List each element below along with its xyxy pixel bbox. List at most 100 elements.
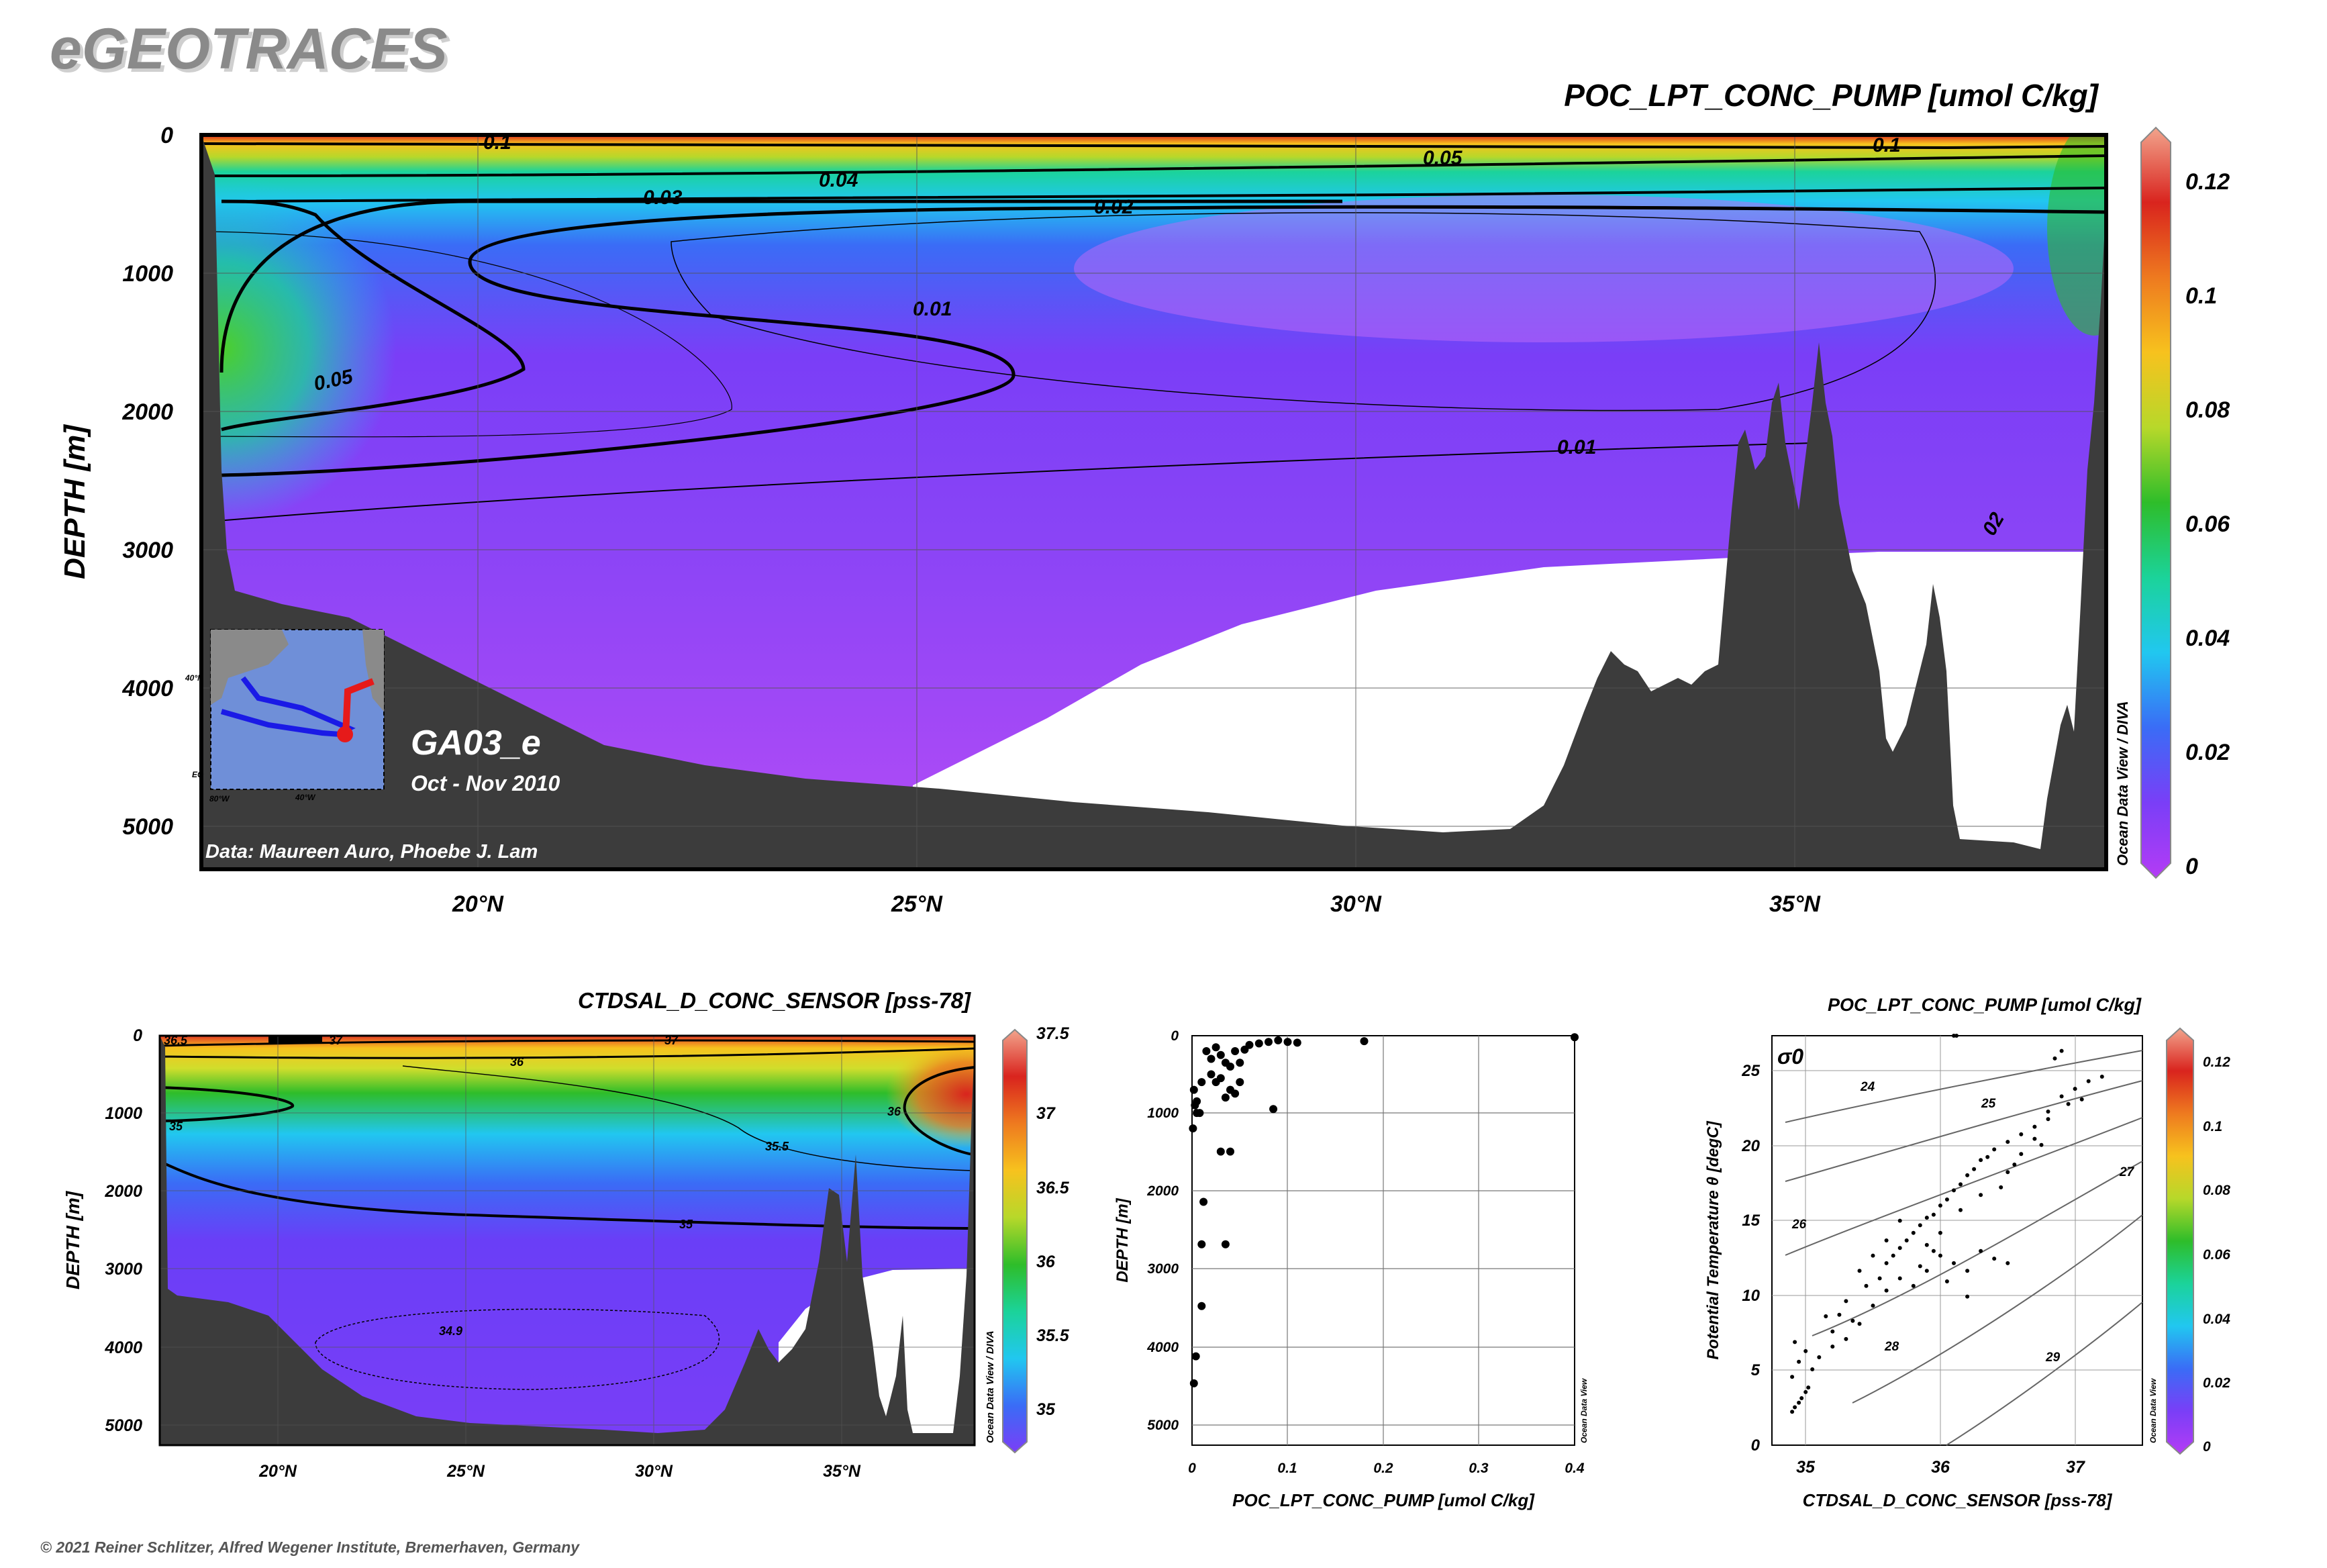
density-contour-label: 28: [1884, 1340, 1899, 1354]
x-tick-label: 35: [1796, 1458, 1816, 1477]
ts-colorbar: [2166, 1027, 2194, 1455]
profile-scatter-plot: 0 0.1 0.2 0.3 0.4 0 1000 2000 3000 4000 …: [1113, 1028, 1589, 1510]
data-point: [1965, 1269, 1970, 1273]
data-point: [2019, 1132, 2024, 1136]
data-point: [1965, 1294, 1970, 1299]
data-point: [1884, 1288, 1889, 1293]
x-tick-label: 20°N: [452, 891, 504, 917]
data-point: [1793, 1405, 1797, 1410]
data-point: [1211, 1043, 1220, 1052]
ts-side-label: Ocean Data View: [2148, 1378, 2158, 1443]
y-tick-label: 2000: [1146, 1183, 1179, 1199]
profile-y-axis-label: DEPTH [m]: [1113, 1197, 1132, 1282]
data-point: [1806, 1385, 1811, 1390]
ts-grid: [1772, 1036, 2142, 1445]
data-point: [1274, 1036, 1283, 1044]
inset-map-land: [211, 630, 289, 705]
data-point: [1871, 1304, 1875, 1308]
y-tick-label: 4000: [121, 676, 173, 701]
profile-grid: [1192, 1036, 1575, 1445]
data-point: [1837, 1312, 1842, 1317]
data-point: [1931, 1212, 1936, 1217]
colorbar-tick-label: 0.08: [2185, 397, 2230, 423]
data-point: [1231, 1047, 1240, 1055]
data-point: [1226, 1063, 1234, 1071]
data-point: [1236, 1059, 1244, 1067]
data-point: [1918, 1264, 1922, 1269]
data-point: [1938, 1253, 1942, 1258]
contour-label: 0.1: [1873, 134, 1901, 156]
density-contour-label: 27: [2119, 1165, 2135, 1179]
data-point: [1979, 1158, 1983, 1163]
y-tick-label: 0: [1171, 1028, 1179, 1044]
data-point: [1857, 1269, 1862, 1273]
data-point: [2066, 1101, 2071, 1106]
x-tick-label: 35°N: [823, 1462, 861, 1481]
ts-plot-frame: [1771, 1035, 2143, 1446]
data-point: [1985, 1155, 1990, 1159]
data-point: [2012, 1163, 2017, 1167]
main-y-ticks: 0 1000 2000 3000 4000 5000: [121, 123, 173, 840]
colorbar-tick-label: 0.06: [2203, 1247, 2230, 1263]
salinity-contour-labels: 36.5 37 37 36 35 35.5 36 35 34.9: [164, 1034, 901, 1338]
colorbar-tick-label: 36: [1036, 1253, 1056, 1271]
y-tick-label: 20: [1741, 1137, 1760, 1155]
data-point: [1897, 1276, 1902, 1281]
colorbar-tick-label: 0.04: [2203, 1312, 2230, 1327]
contour-label: 37: [329, 1034, 343, 1047]
salinity-colorbar: [1002, 1028, 1028, 1454]
x-tick-label: 35°N: [1769, 891, 1821, 917]
inset-map-label: 80°W: [209, 794, 230, 803]
data-point: [2032, 1124, 2037, 1129]
data-point: [1197, 1302, 1206, 1310]
data-point: [1931, 1248, 1936, 1253]
data-point: [2073, 1087, 2077, 1091]
data-point: [1226, 1147, 1234, 1156]
data-point: [1959, 1182, 1963, 1187]
data-point: [1216, 1074, 1225, 1083]
main-grid: [201, 135, 2106, 869]
salinity-plot-frame: [158, 1034, 976, 1447]
main-y-axis-label: DEPTH [m]: [58, 424, 91, 579]
density-contour-label: 26: [1791, 1218, 1807, 1232]
egeotraces-logo-shadow: eGEOTRACES: [53, 20, 451, 85]
x-tick-label: 0.1: [1277, 1461, 1297, 1476]
colorbar-tick-label: 36.5: [1036, 1179, 1070, 1197]
y-tick-label: 5000: [105, 1416, 142, 1435]
data-point: [2059, 1048, 2064, 1053]
y-tick-label: 5000: [1147, 1418, 1179, 1433]
y-tick-label: 1000: [105, 1104, 142, 1123]
data-point: [1199, 1197, 1208, 1206]
data-credit-label: Data: Maureen Auro, Phoebe J. Lam: [205, 841, 538, 863]
salinity-x-ticks: 20°N 25°N 30°N 35°N: [258, 1462, 861, 1481]
y-tick-label: 4000: [1146, 1340, 1179, 1355]
contour-label: 0.01: [913, 298, 952, 320]
data-point: [1918, 1223, 1922, 1228]
copyright-notice: © 2021 Reiner Schlitzer, Alfred Wegener …: [40, 1538, 580, 1556]
data-point: [2006, 1261, 2010, 1265]
data-point: [1197, 1240, 1206, 1248]
contour-label: 35.5: [765, 1140, 789, 1153]
data-point: [2046, 1117, 2050, 1122]
data-point: [1221, 1093, 1230, 1102]
salinity-contours: [160, 1036, 975, 1390]
data-point: [1824, 1314, 1828, 1318]
main-side-label: Ocean Data View / DIVA: [2114, 701, 2131, 866]
data-point: [2006, 1170, 2010, 1175]
colorbar-tick-label: 0.04: [2185, 626, 2230, 651]
y-tick-label: 3000: [105, 1260, 142, 1279]
data-point: [2086, 1079, 2091, 1083]
y-tick-label: 0: [133, 1026, 142, 1045]
inset-map-label: 40°W: [295, 793, 316, 802]
data-point: [1954, 1034, 1959, 1038]
y-tick-label: 2000: [104, 1182, 142, 1201]
inset-map-cruise-track-blue-2: [220, 709, 350, 738]
x-tick-label: 25°N: [891, 891, 943, 917]
salinity-y-ticks: 0 1000 2000 3000 4000 5000: [104, 1026, 142, 1435]
x-tick-label: 37: [2066, 1458, 2085, 1477]
y-tick-label: 5: [1751, 1361, 1761, 1379]
data-point: [1265, 1038, 1273, 1046]
data-point: [1803, 1349, 1808, 1353]
colorbar-tick-label: 37.5: [1036, 1024, 1070, 1043]
salinity-y-axis-label: DEPTH [m]: [62, 1190, 83, 1289]
